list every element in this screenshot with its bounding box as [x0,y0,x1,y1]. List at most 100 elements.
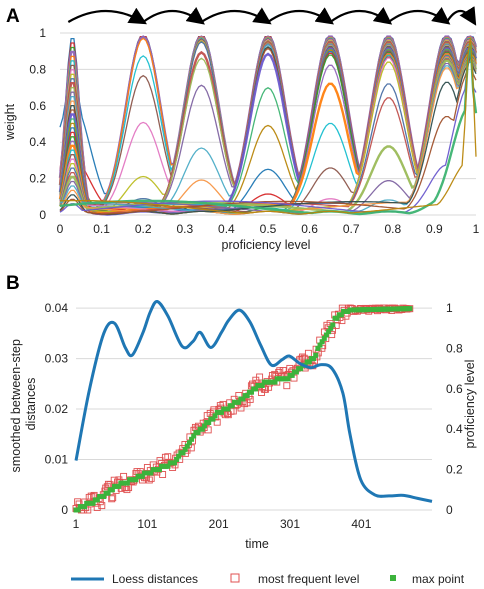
panel-b-y2-label: proficiency level [463,360,477,449]
most-frequent-level-point [304,349,312,357]
panel-b-y2-tick: 0.2 [446,463,463,477]
max-point-marker [317,342,323,348]
max-point-marker [334,315,340,321]
max-point-marker [338,312,344,318]
most-frequent-level-point [123,486,131,494]
max-point-marker [240,396,246,402]
max-point-marker [306,359,312,365]
max-point-marker [75,507,81,513]
panel-a-x-tick: 0.2 [135,222,152,236]
panel-b-x-tick: 401 [351,517,371,531]
panel-a-weight-curve [59,42,478,216]
max-point-marker [180,450,186,456]
panel-a-transition-arrows [67,6,477,26]
max-point-marker [212,413,218,419]
max-point-marker [195,430,201,436]
max-point-marker [139,473,145,479]
legend: Loess distances most frequent level max … [71,572,465,586]
most-frequent-level-point [246,395,254,403]
panel-a-arrow [67,7,147,25]
max-point-marker [176,453,182,459]
panel-a-y-tick: 0.8 [29,62,46,76]
panel-b-y-tick: 0.03 [45,352,69,366]
max-point-marker [199,426,205,432]
most-frequent-level-point [159,471,167,478]
max-point-marker [210,416,216,422]
max-point-marker [244,393,250,399]
panel-a-weight-curve [59,46,477,214]
max-point-marker [165,463,171,469]
legend-label-max-point: max point [412,572,465,586]
panel-b-y-tick: 0.04 [45,301,69,315]
most-frequent-level-point [299,353,306,361]
most-frequent-level-point [213,418,221,426]
max-point-marker [311,356,317,362]
max-point-marker [94,497,100,503]
max-point-marker [124,480,130,486]
panel-a-arrow [267,7,334,25]
panel-a-arrow [387,7,451,25]
panel-a-curves [58,35,478,216]
most-frequent-level-point [161,453,169,461]
panel-b-x-tick: 201 [209,517,229,531]
max-point-marker [184,443,190,449]
max-point-marker [201,423,207,429]
legend-label-most-frequent: most frequent level [258,572,359,586]
max-point-marker [186,440,192,446]
legend-swatch-most-frequent [230,573,240,583]
panel-a-x-tick: 0.3 [176,222,193,236]
max-point-marker [206,420,212,425]
panel-a-arrow [329,7,393,25]
max-point-marker [109,487,115,493]
panel-b-y2-tick: 0 [446,503,453,517]
max-point-marker [133,477,139,483]
loess-distances-line [74,300,433,503]
panel-b-y-tick: 0 [61,503,68,517]
max-point-marker [313,352,319,358]
most-frequent-level-point [85,493,93,501]
panel-a-x-tick: 0.6 [301,222,318,236]
panel-b-y-label-line2: distances [24,378,38,431]
max-point-marker [90,500,96,506]
panel-a-x-tick: 0.1 [93,222,110,236]
panel-b-y2-tick: 0.4 [446,422,463,436]
max-point-marker [191,433,197,439]
panel-a-ticks: 0 0.2 0.4 0.6 0.8 1 0 0.1 0.2 0.3 0.4 0.5 0.6 0.7 0.8 0… [29,26,479,236]
panel-b-ticks: 0 0.01 0.02 0.03 0.04 0 0.2 0.4 0.6 0.8 1 1 101 201 30… [45,301,463,531]
panel-b-x-tick: 1 [73,517,80,531]
panel-b-y-tick: 0.01 [45,453,69,467]
panel-b-loess-line [74,300,433,503]
panel-a-x-tick: 0.7 [343,222,360,236]
max-point-marker [236,399,242,405]
panel-b-y-label: smoothed between-step distances [9,336,38,473]
panel-b-y2-tick: 0.6 [446,382,463,396]
panel-b-y-label-line1: smoothed between-step [9,339,23,472]
panel-a-y-tick: 0.6 [29,99,46,113]
panel-b-label: B [6,273,20,294]
most-frequent-level-point [108,495,116,503]
max-point-marker [272,379,278,385]
max-point-marker [101,494,107,499]
panel-b-grid [76,307,432,511]
panel-a-weight-curve [59,35,477,202]
max-point-marker [189,436,195,442]
max-point-marker [321,335,327,341]
max-point-marker [105,490,111,496]
max-point-marker [182,446,188,452]
max-point-marker [116,483,122,489]
panel-a-x-tick: 0.9 [426,222,443,236]
max-point-marker [249,389,254,395]
panel-a-x-tick: 0.4 [218,222,235,236]
max-point-marker [298,366,304,372]
max-point-marker [174,457,180,462]
max-point-marker [259,383,265,388]
panel-a-arrow [445,6,477,26]
panel-a-y-label: weight [3,103,17,141]
panel-a-x-tick: 0.5 [260,222,277,236]
panel-b-x-label: time [245,537,269,551]
panel-a-x-label: proficiency level [222,238,311,252]
max-point-marker [407,306,413,312]
max-point-marker [253,386,259,392]
max-point-marker [219,409,224,415]
most-frequent-level-point [204,426,212,434]
